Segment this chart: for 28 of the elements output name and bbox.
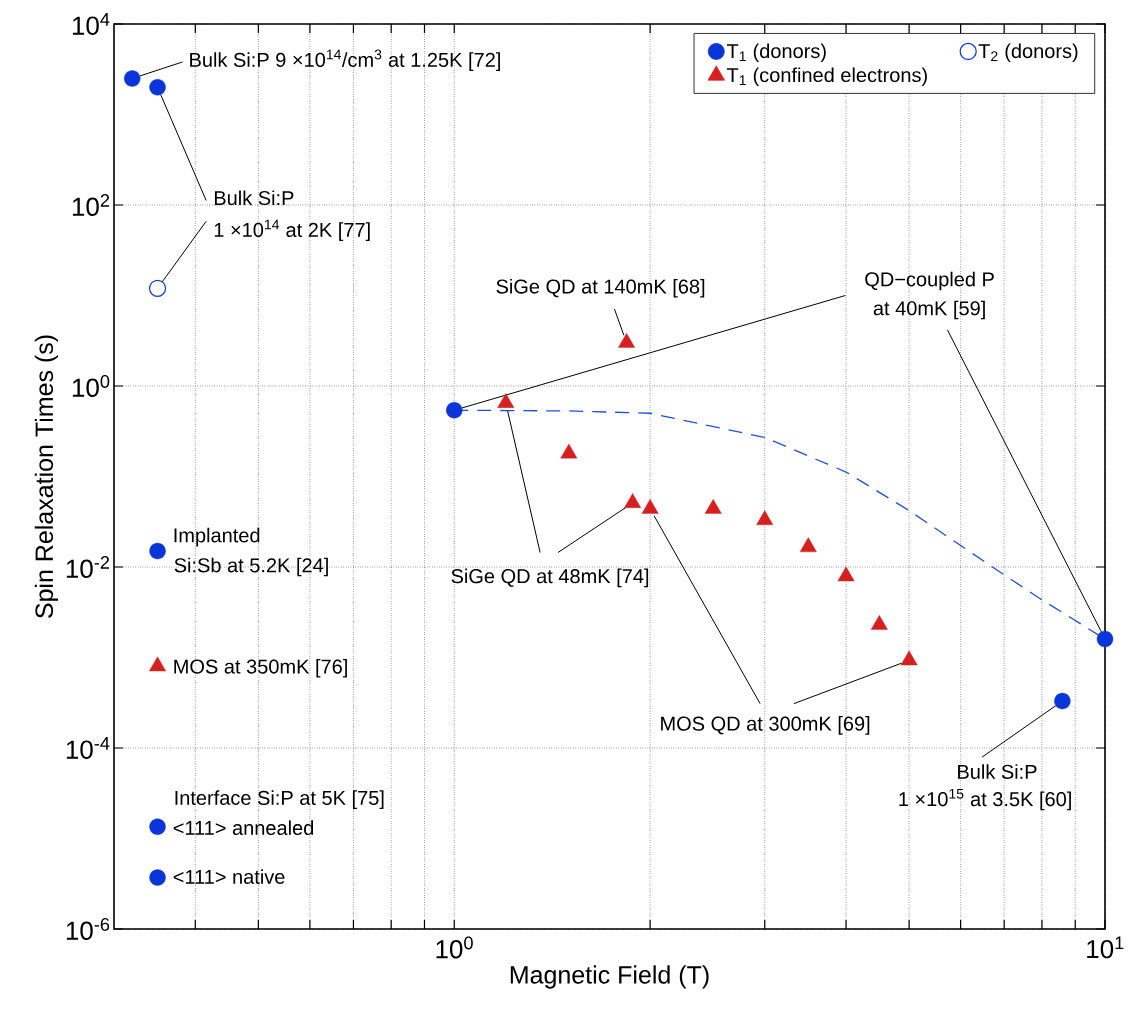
annotation: Implanted xyxy=(174,527,260,547)
annotation: 1 ×10$^{15}$ at 3.5K [60] xyxy=(899,788,1071,811)
annotation: SiGe QD at 48mK [74] xyxy=(451,568,649,588)
annotation: <111> native xyxy=(173,869,285,884)
legend-label: T$_{2}$ (donors) xyxy=(978,43,1078,63)
annotation: Bulk Si:P 9 ×10$^{14}$/cm$^{3}$ at 1.25K [72] xyxy=(190,49,500,71)
legend-label: T$_{1}$ (donors) xyxy=(726,43,826,63)
y-tick-label: 10$^{4}$ xyxy=(72,13,110,35)
y-tick-label: 10$^{-6}$ xyxy=(66,918,110,940)
x-axis-title: Magnetic Field (T) xyxy=(510,965,709,989)
y-axis-title: Spin Relaxation Times (s) xyxy=(34,335,59,618)
annotation: at 40mK [59] xyxy=(873,300,985,320)
annotation: Bulk Si:P xyxy=(958,764,1037,779)
annotation: Bulk Si:P xyxy=(214,190,294,206)
annotation: <111> annealed xyxy=(173,820,314,836)
y-tick-label: 10$^{0}$ xyxy=(72,375,110,397)
annotation: QD−coupled P xyxy=(865,271,994,291)
y-tick-label: 10$^{-2}$ xyxy=(66,556,110,578)
annotation: 1 ×10$^{14}$ at 2K [77] xyxy=(214,219,370,241)
annotation: MOS at 350mK [76] xyxy=(174,658,347,678)
legend-label: T$_{1}$ (confined electrons) xyxy=(726,67,927,87)
y-tick-label: 10$^{-4}$ xyxy=(66,737,110,759)
annotation: Si:Sb at 5.2K [24] xyxy=(174,557,328,577)
annotation: SiGe QD at 140mK [68] xyxy=(496,278,705,298)
annotation: MOS QD at 300mK [69] xyxy=(661,716,870,735)
x-tick-label: 10$^{1}$ xyxy=(1087,936,1124,959)
y-tick-label: 10$^{2}$ xyxy=(72,194,110,216)
annotation: Interface Si:P at 5K [75] xyxy=(175,790,384,809)
